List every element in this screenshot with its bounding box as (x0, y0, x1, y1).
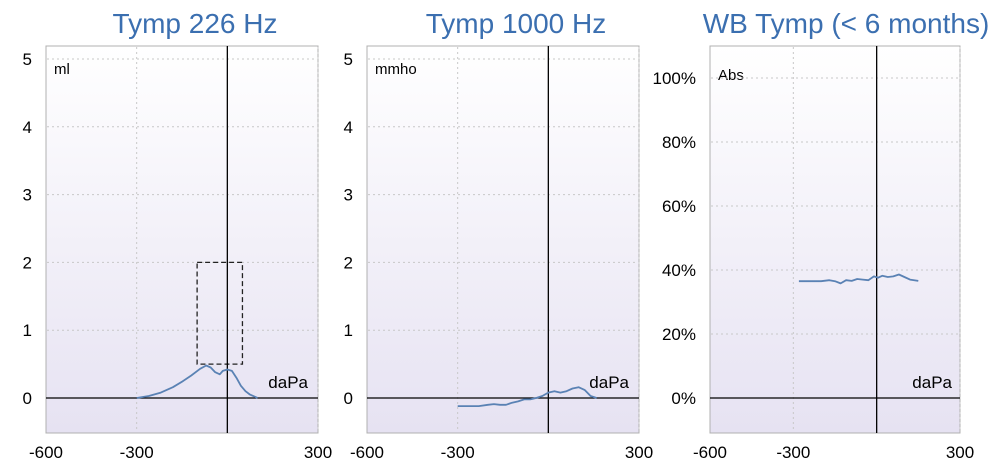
panel-wb-tymp: WB Tymp (< 6 months) Abs daPa 0% 20% 40% 60… (653, 8, 990, 462)
tympanogram-curve (136, 364, 258, 399)
x-tick-label: 300 (625, 443, 653, 462)
y-tick-label: 0 (23, 389, 32, 408)
x-tick-label: 300 (304, 443, 332, 462)
y-tick-label: 0 (344, 389, 353, 408)
x-tick-label: -300 (120, 443, 154, 462)
x-tick-label: 300 (946, 443, 974, 462)
unit-label: ml (54, 61, 70, 78)
x-tick-label: -600 (350, 443, 384, 462)
y-tick-label: 1 (344, 321, 353, 340)
x-unit-label: daPa (589, 373, 629, 392)
plot-area (709, 45, 961, 434)
y-tick-label: 3 (344, 186, 353, 205)
x-tick-label: -600 (693, 443, 727, 462)
panel-title: Tymp 226 Hz (113, 8, 278, 39)
y-tick-label: 1 (23, 321, 32, 340)
x-tick-label: -300 (441, 443, 475, 462)
y-tick-label: 80% (662, 133, 696, 152)
plot-area (366, 45, 640, 434)
y-tick-label: 5 (344, 50, 353, 69)
y-tick-label: 60% (662, 197, 696, 216)
y-tick-label: 4 (23, 118, 32, 137)
panel-title: Tymp 1000 Hz (426, 8, 607, 39)
normal-range-box (196, 261, 244, 365)
tympanogram-curve (798, 273, 919, 285)
y-tick-label: 2 (344, 253, 353, 272)
y-tick-label: 0% (671, 389, 696, 408)
panel-tymp-226: Tymp 226 Hz ml daPa 0 1 2 3 4 5 -600 -300 300 (23, 8, 333, 462)
x-unit-label: daPa (268, 373, 308, 392)
panel-title: WB Tymp (< 6 months) (703, 8, 990, 39)
unit-label: Abs (718, 67, 744, 84)
x-unit-label: daPa (912, 373, 952, 392)
x-tick-label: -600 (29, 443, 63, 462)
plot-area (45, 45, 319, 434)
x-tick-label: -300 (776, 443, 810, 462)
tympanogram-curve (457, 386, 597, 408)
y-tick-label: 20% (662, 325, 696, 344)
y-tick-label: 5 (23, 50, 32, 69)
unit-label: mmho (375, 61, 417, 78)
y-tick-label: 3 (23, 186, 32, 205)
y-tick-label: 4 (344, 118, 353, 137)
y-tick-label: 100% (653, 69, 696, 88)
panel-tymp-1000: Tymp 1000 Hz mmho daPa 0 1 2 3 4 5 -600 -300 300 (344, 8, 654, 462)
y-tick-label: 2 (23, 253, 32, 272)
y-tick-label: 40% (662, 261, 696, 280)
